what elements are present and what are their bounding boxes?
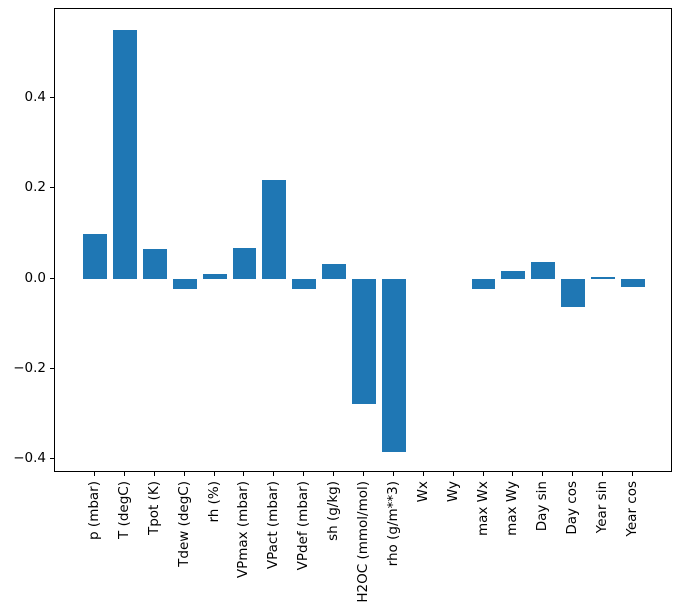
bar-1 (112, 30, 137, 279)
y-tick-label: −0.4 (13, 450, 46, 467)
bar-5 (232, 247, 257, 279)
y-tick-mark (50, 97, 54, 99)
y-tick-label: 0.0 (24, 269, 46, 286)
x-tick-label: Wx (414, 481, 431, 503)
bar-0 (83, 233, 107, 279)
y-tick-mark (50, 458, 54, 460)
y-tick-label: 0.4 (24, 89, 46, 106)
x-tick-mark (542, 472, 544, 476)
x-tick-mark (123, 472, 125, 476)
y-tick-mark (50, 187, 54, 189)
x-tick-mark (392, 472, 394, 476)
x-tick-label: max Wx (474, 481, 491, 537)
x-tick-label: rh (%) (205, 481, 222, 523)
x-tick-label: T (degC) (115, 481, 132, 539)
bar-16 (561, 278, 586, 308)
bar-2 (142, 249, 167, 279)
x-tick-mark (213, 472, 215, 476)
bar-3 (172, 278, 197, 290)
x-tick-label: Year cos (623, 481, 640, 537)
x-tick-label: H2OC (mmol/mol) (355, 481, 371, 603)
x-tick-mark (153, 472, 155, 476)
x-tick-mark (273, 472, 275, 476)
bar-14 (501, 270, 526, 279)
bar-15 (531, 261, 556, 279)
x-tick-label: max Wy (504, 481, 521, 536)
y-tick-mark (50, 367, 54, 369)
bar-10 (381, 278, 406, 452)
x-tick-label: VPmax (mbar) (235, 481, 252, 579)
x-tick-mark (333, 472, 335, 476)
x-tick-mark (452, 472, 454, 476)
x-tick-mark (243, 472, 245, 476)
bar-17 (591, 277, 616, 279)
x-tick-mark (572, 472, 574, 476)
bar-7 (292, 278, 317, 290)
x-tick-label: VPact (mbar) (265, 481, 282, 570)
x-tick-mark (94, 472, 96, 476)
plot-area (54, 8, 672, 472)
bar-9 (352, 278, 376, 404)
x-tick-label: Wy (444, 481, 461, 503)
x-tick-label: p (mbar) (86, 481, 103, 540)
x-tick-label: Tpot (K) (145, 481, 162, 536)
bar-18 (621, 278, 645, 288)
x-tick-mark (482, 472, 484, 476)
x-tick-label: VPdef (mbar) (295, 481, 312, 571)
x-tick-mark (183, 472, 185, 476)
bar-13 (471, 278, 496, 290)
bar-6 (262, 179, 287, 279)
x-tick-mark (602, 472, 604, 476)
x-tick-mark (363, 472, 364, 476)
bar-8 (322, 264, 347, 279)
y-tick-mark (50, 277, 54, 279)
y-tick-label: −0.2 (13, 359, 46, 376)
x-tick-label: Day cos (564, 481, 581, 535)
x-tick-mark (303, 472, 305, 476)
x-tick-mark (512, 472, 514, 476)
x-tick-mark (422, 472, 424, 476)
x-tick-label: rho (g/m**3) (384, 481, 401, 567)
y-tick-label: 0.2 (24, 179, 46, 196)
x-tick-label: Tdew (degC) (175, 481, 192, 567)
bar-4 (202, 273, 227, 279)
x-tick-label: Day sin (534, 481, 551, 532)
x-tick-mark (631, 472, 633, 476)
x-tick-label: sh (g/kg) (325, 481, 342, 541)
x-tick-label: Year sin (594, 481, 611, 534)
